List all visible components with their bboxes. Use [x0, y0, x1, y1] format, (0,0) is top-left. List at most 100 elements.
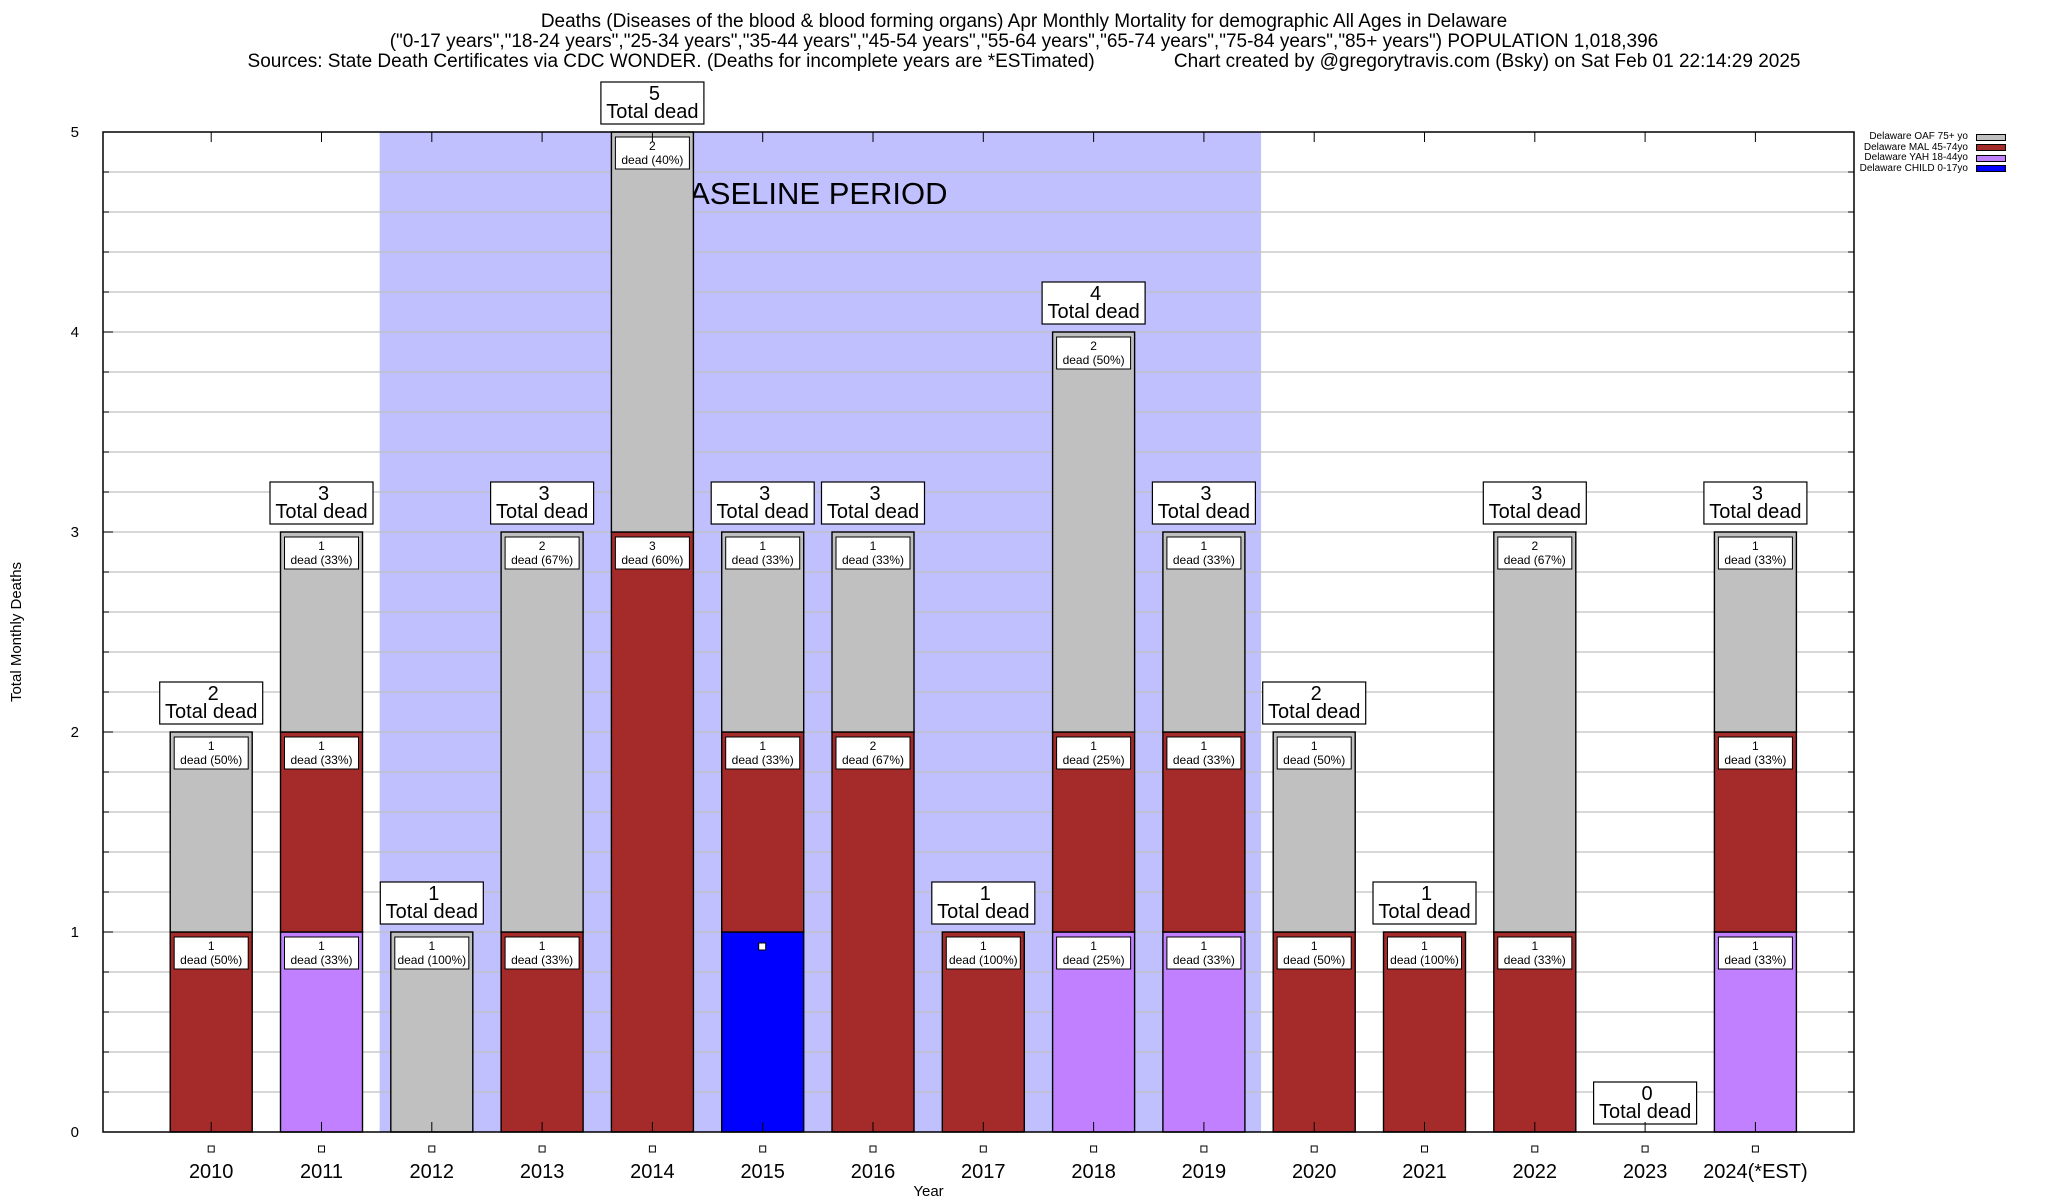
total-label-count: 2 — [1311, 683, 1322, 705]
total-label-text: Total dead — [606, 101, 698, 123]
segment-label-box — [835, 736, 911, 770]
total-label-count: 3 — [1531, 483, 1542, 505]
segment-label-count: 1 — [759, 539, 766, 553]
point-marker — [758, 942, 767, 951]
segment-label-box — [504, 536, 580, 570]
segment-label-count: 1 — [428, 939, 435, 953]
segment-label-box — [173, 736, 249, 770]
total-label-box — [1703, 481, 1808, 525]
total-label-box — [600, 81, 705, 125]
plot-frame — [102, 131, 1855, 1133]
legend-item: Delaware OAF 75+ yo — [1860, 131, 2006, 143]
total-label-text: Total dead — [1047, 301, 1139, 323]
total-label-box — [710, 481, 815, 525]
total-label-text: Total dead — [1378, 901, 1470, 923]
segment-label-text: dead (33%) — [1724, 753, 1786, 767]
total-label-text: Total dead — [386, 901, 478, 923]
total-label-text: Total dead — [275, 501, 367, 523]
segment-label-box — [1166, 536, 1242, 570]
total-label-text: Total dead — [827, 501, 919, 523]
total-label-text: Total dead — [496, 501, 588, 523]
segment-label-text: dead (50%) — [180, 753, 242, 767]
total-label-count: 4 — [1090, 283, 1101, 305]
y-tick-label: 5 — [71, 124, 79, 141]
total-label-count: 3 — [1752, 483, 1763, 505]
total-label-text: Total dead — [1268, 701, 1360, 723]
segment-label-count: 1 — [1752, 539, 1759, 553]
segment-label-text: dead (25%) — [1063, 953, 1125, 967]
total-label-box — [1041, 281, 1146, 325]
total-label-count: 0 — [1642, 1083, 1653, 1105]
segment-label-text: dead (100%) — [1390, 953, 1459, 967]
chart-source-line: Sources: State Death Certificates via CD… — [247, 51, 1801, 72]
total-label-text: Total dead — [937, 901, 1029, 923]
segment-label-text: dead (33%) — [842, 553, 904, 567]
segment-label-text: dead (33%) — [1173, 553, 1235, 567]
y-tick-label: 4 — [71, 324, 79, 341]
segment-label-count: 1 — [759, 739, 766, 753]
segment-label-text: dead (33%) — [732, 553, 794, 567]
segment-label-text: dead (67%) — [842, 753, 904, 767]
segment-label-count: 1 — [208, 739, 215, 753]
segment-label-count: 2 — [649, 139, 656, 153]
x-marker — [1641, 1145, 1649, 1153]
segment-label-count: 1 — [1752, 939, 1759, 953]
segment-label-count: 1 — [318, 739, 325, 753]
total-label-box — [820, 481, 926, 525]
legend-label: Delaware YAH 18-44yo — [1864, 152, 1968, 163]
x-marker — [207, 1145, 215, 1153]
y-tick-label: 0 — [71, 1124, 79, 1141]
segment-label-text: dead (67%) — [1504, 553, 1566, 567]
segment-label-count: 1 — [870, 539, 877, 553]
y-tick-label: 1 — [71, 924, 79, 941]
total-label-count: 3 — [869, 483, 880, 505]
segment-label-text: dead (33%) — [511, 953, 573, 967]
x-marker — [1310, 1145, 1318, 1153]
baseline-label: BASELINE PERIOD — [668, 176, 947, 211]
segment-label-count: 1 — [1421, 939, 1428, 953]
segment-label-box — [1276, 736, 1352, 770]
x-marker — [1200, 1145, 1208, 1153]
x-marker — [538, 1145, 546, 1153]
x-marker — [759, 1145, 767, 1153]
segment-label-box — [1056, 736, 1132, 770]
total-label-text: Total dead — [717, 501, 809, 523]
total-label-box — [1372, 881, 1477, 925]
total-label-count: 5 — [649, 83, 660, 105]
bar-segment-delaware-mal-45-74yo — [610, 531, 695, 1133]
x-tick-label: 2018 — [1071, 1161, 1116, 1183]
x-tick-label: 2017 — [961, 1161, 1006, 1183]
bar-segment-delaware-oaf-75-yo — [610, 131, 695, 533]
x-tick-label: 2023 — [1623, 1161, 1668, 1183]
total-label-box — [490, 481, 595, 525]
segment-label-text: dead (33%) — [290, 553, 352, 567]
segment-label-text: dead (50%) — [180, 953, 242, 967]
y-tick-label: 3 — [71, 524, 79, 541]
segment-label-count: 1 — [318, 939, 325, 953]
segment-label-text: dead (60%) — [621, 553, 683, 567]
segment-label-count: 1 — [1201, 739, 1208, 753]
total-label-box — [269, 481, 374, 525]
segment-label-count: 1 — [539, 939, 546, 953]
segment-label-box — [725, 736, 801, 770]
segment-label-count: 1 — [1531, 939, 1538, 953]
segment-label-text: dead (25%) — [1063, 753, 1125, 767]
total-label-box — [1151, 481, 1257, 525]
y-tick-label: 2 — [71, 724, 79, 741]
segment-label-text: dead (33%) — [1724, 953, 1786, 967]
x-tick-label: 2021 — [1402, 1161, 1447, 1183]
legend-label: Delaware MAL 45-74yo — [1863, 141, 1968, 153]
chart-title-block: Deaths (Diseases of the blood & blood fo… — [0, 12, 2048, 72]
legend-swatch — [1976, 154, 2006, 162]
segment-label-text: dead (50%) — [1063, 353, 1125, 367]
segment-label-count: 1 — [1201, 539, 1208, 553]
x-axis-label: Year — [913, 1183, 943, 1200]
x-marker — [318, 1145, 326, 1153]
segment-label-text: dead (33%) — [290, 753, 352, 767]
segment-label-text: dead (33%) — [1173, 953, 1235, 967]
total-label-box — [1262, 681, 1367, 725]
legend-swatch — [1976, 133, 2006, 141]
segment-label-text: dead (50%) — [1283, 753, 1345, 767]
segment-label-box — [1497, 936, 1573, 970]
